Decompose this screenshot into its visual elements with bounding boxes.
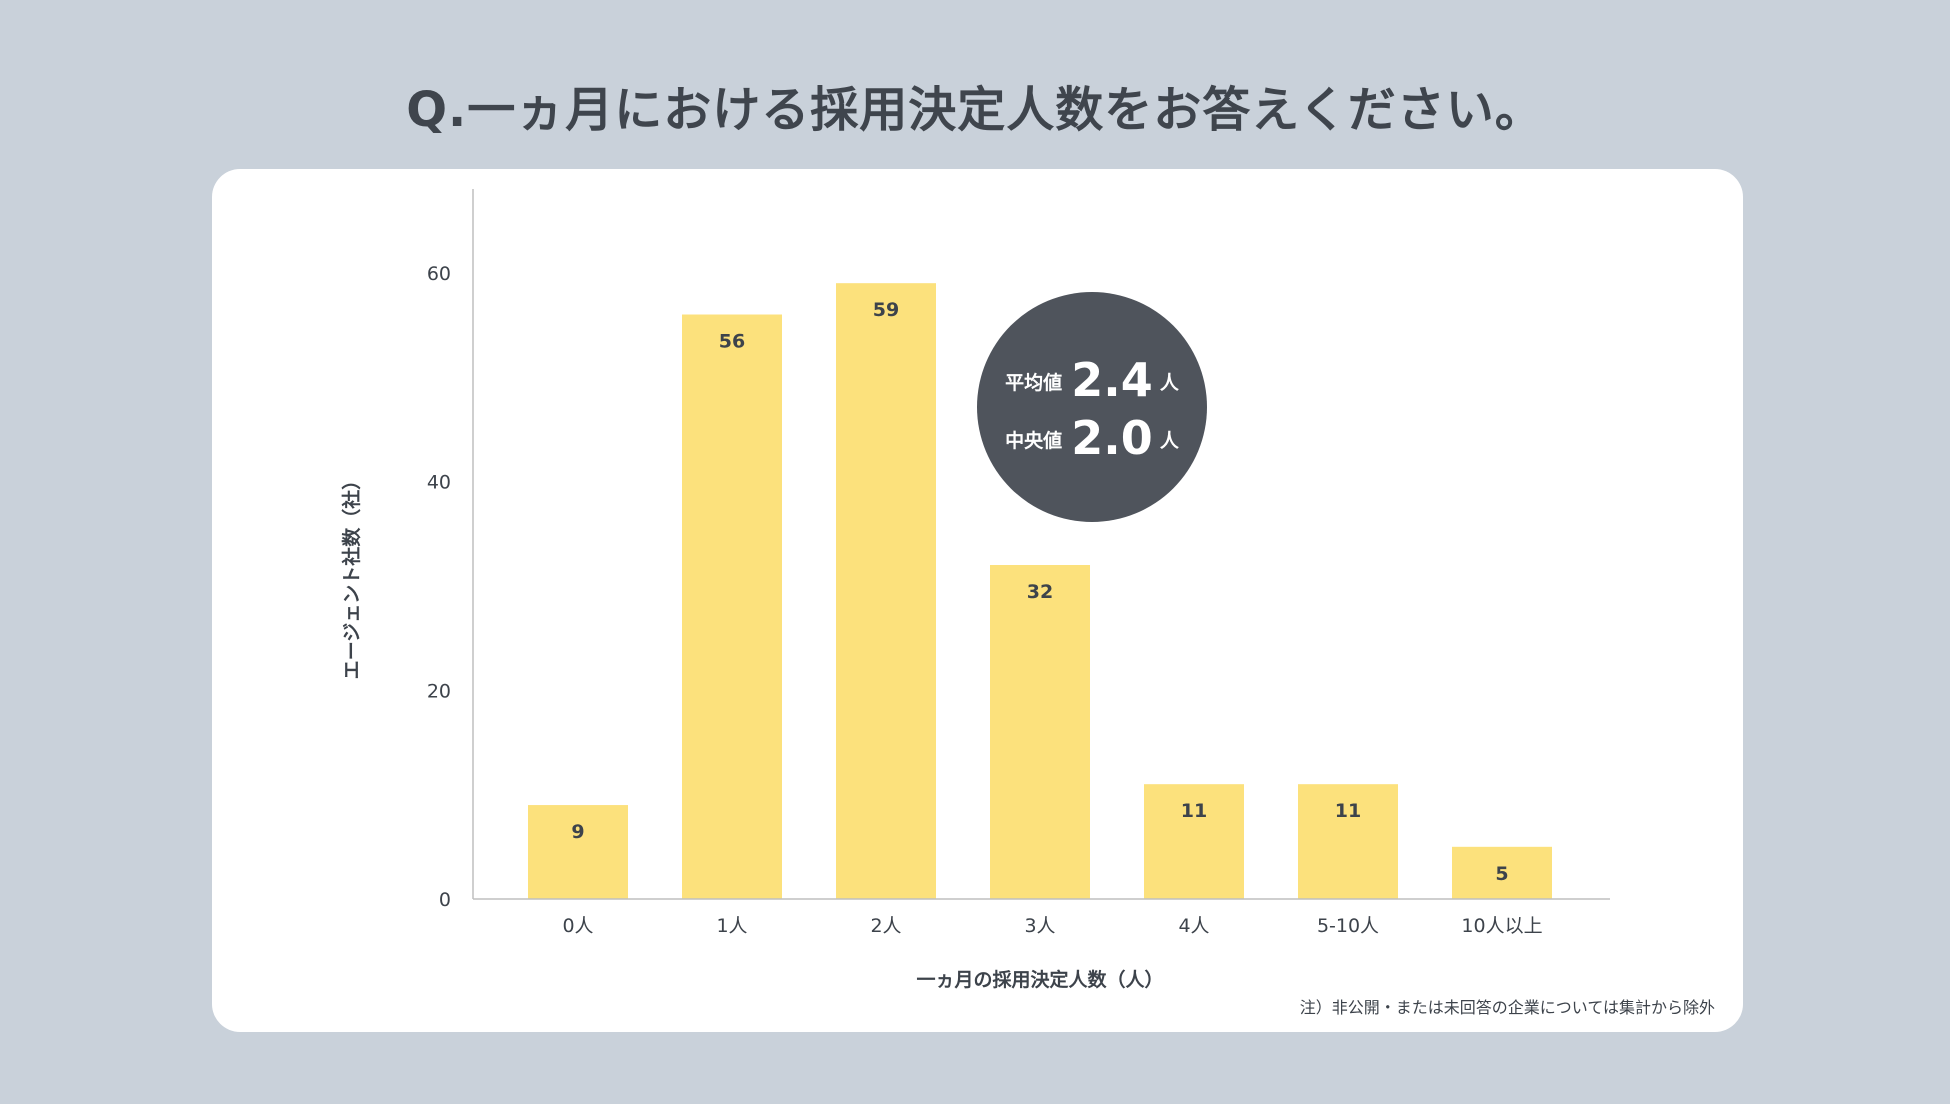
- bar-0: [528, 805, 628, 899]
- stats-badge: 平均値 2.4 人 中央値 2.0 人: [977, 292, 1207, 522]
- data-label-4: 11: [1181, 800, 1207, 822]
- bar-5: [1298, 784, 1398, 899]
- category-label-3: 3人: [1024, 915, 1055, 937]
- category-label-1: 1人: [716, 915, 747, 937]
- y-tick-label-3: 60: [427, 263, 451, 285]
- median-value: 2.0: [1071, 411, 1153, 465]
- y-tick-label-2: 40: [427, 472, 451, 494]
- bar-4: [1144, 784, 1244, 899]
- mean-unit: 人: [1160, 372, 1180, 394]
- bar-2: [836, 283, 936, 899]
- data-label-3: 32: [1027, 581, 1053, 603]
- category-label-6: 10人以上: [1461, 915, 1542, 937]
- footnote: 注）非公開・または未回答の企業については集計から除外: [1299, 998, 1715, 1017]
- x-axis-title: 一ヵ月の採用決定人数（人）: [916, 968, 1163, 991]
- category-label-0: 0人: [562, 915, 593, 937]
- category-label-4: 4人: [1178, 915, 1209, 937]
- bar-3: [990, 565, 1090, 899]
- category-label-2: 2人: [870, 915, 901, 937]
- data-label-5: 11: [1335, 800, 1361, 822]
- mean-stat: 平均値 2.4 人: [1005, 353, 1180, 407]
- chart-card: 9 0人 56 1人 59 2人 32 3人 11 4人 11 5-10人 5 10人以上 0 20 40 60 一…: [212, 169, 1743, 1032]
- y-tick-label-1: 20: [427, 680, 451, 702]
- bars-layer: [528, 283, 1552, 899]
- data-label-0: 9: [571, 821, 584, 843]
- labels-layer: 9 0人 56 1人 59 2人 32 3人 11 4人 11 5-10人 5 10人以上 0 20 40 60 一…: [340, 263, 1543, 991]
- median-label: 中央値: [1005, 429, 1062, 452]
- axes-layer: [472, 189, 1610, 900]
- data-label-2: 59: [873, 299, 899, 321]
- category-label-5: 5-10人: [1317, 915, 1379, 937]
- y-tick-label-0: 0: [439, 889, 451, 911]
- bar-chart: 9 0人 56 1人 59 2人 32 3人 11 4人 11 5-10人 5 10人以上 0 20 40 60 一…: [340, 189, 1610, 991]
- median-stat: 中央値 2.0 人: [1005, 411, 1180, 465]
- y-axis-title: エージェント社数（社）: [340, 471, 363, 680]
- bar-6: [1452, 846, 1552, 899]
- mean-value: 2.4: [1071, 353, 1153, 407]
- data-label-1: 56: [719, 331, 745, 353]
- mean-label: 平均値: [1005, 371, 1062, 394]
- bar-1: [682, 314, 782, 899]
- median-unit: 人: [1160, 430, 1180, 452]
- stats-circle: [977, 292, 1207, 522]
- page-title: Q.一ヵ月における採用決定人数をお答えください。: [406, 82, 1544, 138]
- data-label-6: 5: [1495, 863, 1508, 885]
